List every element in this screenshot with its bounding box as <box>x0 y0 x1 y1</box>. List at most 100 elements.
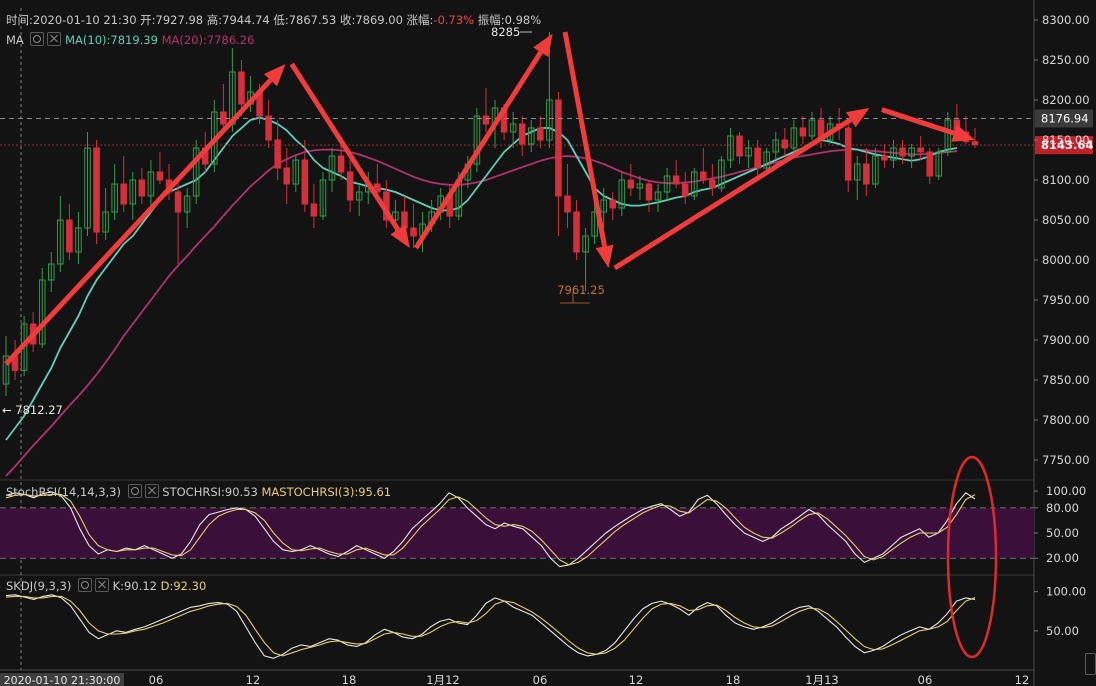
low-value: 7867.53 <box>288 13 337 27</box>
time-tick-label: 12 <box>246 673 261 686</box>
candle-body <box>93 147 100 233</box>
price-tick-label: 8150.00 <box>1042 133 1090 147</box>
candle-body <box>609 199 617 209</box>
candle <box>537 116 544 148</box>
candle-body <box>75 227 82 253</box>
candle <box>736 132 743 164</box>
candle-body <box>346 171 354 201</box>
candle <box>808 112 816 140</box>
candle-body <box>265 115 272 141</box>
skdj-legend: SKDJ(9,3,3) K:90.12 D:92.30 <box>6 578 206 593</box>
trend-arrow-shaft <box>4 78 273 366</box>
axes: 8300.00 8250.00 8200.00 8150.00 8100.00 8050.… <box>0 13 1090 686</box>
candle <box>192 140 200 204</box>
trend-arrow-shaft <box>881 107 955 136</box>
trend-arrow-shaft <box>413 50 543 250</box>
trend-arrow-shaft <box>613 117 853 271</box>
candle <box>283 148 291 204</box>
candle-body <box>681 183 689 197</box>
candle-body <box>292 159 300 185</box>
price-lines: 8176.94 8143.64 <box>0 109 1093 155</box>
candle-body <box>727 135 734 161</box>
candle <box>183 188 191 228</box>
settings-gear-icon[interactable] <box>30 32 45 46</box>
stochrsi-legend: StochRSI(14,14,3,3) STOCHRSI:90.53 MASTO… <box>6 484 391 499</box>
candle <box>763 148 770 172</box>
candle-body <box>319 179 327 217</box>
ohlc-header: 时间:2020-01-10 21:30 开:7927.98 高:7944.74 … <box>6 13 541 27</box>
trend-arrow-shaft <box>289 62 400 231</box>
candle <box>564 164 571 228</box>
price-tick-label: 7900.00 <box>1042 333 1090 347</box>
candle-body <box>935 151 943 177</box>
candle <box>47 252 55 292</box>
candle <box>138 168 146 204</box>
price-tick-label: 8000.00 <box>1042 253 1090 267</box>
candle-body <box>410 227 417 237</box>
trend-arrow-head <box>390 224 410 248</box>
candle <box>799 116 807 144</box>
candle-body <box>636 183 644 189</box>
candle-body <box>337 155 345 173</box>
scroll-handle[interactable] <box>1085 653 1096 675</box>
candle-body <box>926 151 934 177</box>
candle-body <box>709 179 716 189</box>
close-icon[interactable] <box>47 32 62 46</box>
crosshair-price-box <box>1035 109 1093 128</box>
time-value: 2020-01-10 21:30 <box>32 13 137 27</box>
candle <box>337 144 345 180</box>
price-tick-label: 8100.00 <box>1042 173 1090 187</box>
candle <box>582 228 589 292</box>
amplitude-value: 0.98% <box>504 13 542 27</box>
change-label: 涨幅: <box>406 13 434 27</box>
settings-gear-icon[interactable] <box>77 578 92 592</box>
mastochrsi-line <box>5 493 976 566</box>
candle-body <box>527 127 535 145</box>
candle-body <box>147 171 155 197</box>
time-tick-label: 1月13 <box>805 673 838 686</box>
skdj-d-label: D:92.30 <box>160 579 207 593</box>
candle-body <box>482 115 490 125</box>
candle <box>681 172 689 204</box>
mastochrsi-value-label: MASTOCHRSI(3):95.61 <box>261 485 392 499</box>
close-icon[interactable] <box>94 578 109 592</box>
trend-arrow <box>881 107 975 142</box>
candle-body <box>2 355 10 385</box>
candle <box>374 164 381 196</box>
stochrsi-value-label: STOCHRSI:90.53 <box>162 485 258 499</box>
candle-body <box>473 115 481 165</box>
candle-body <box>537 127 544 141</box>
candle <box>881 144 888 168</box>
cursor-time-box <box>0 673 124 686</box>
candle-body <box>872 155 879 185</box>
candle-body <box>672 175 680 185</box>
cursor-time-label: 2020-01-10 21:30:00 <box>4 674 121 686</box>
settings-gear-icon[interactable] <box>127 484 142 498</box>
candle-body <box>102 211 109 233</box>
annotations: 8285 7961.25 ← 7812.27 <box>2 25 605 417</box>
candle <box>265 100 272 148</box>
candle <box>310 184 318 228</box>
change-value: -0.73% <box>433 13 475 27</box>
trend-arrow <box>289 62 410 248</box>
candle <box>292 156 300 192</box>
skdj-tick-label: 50.00 <box>1046 624 1079 638</box>
candle-body <box>772 139 780 153</box>
close-icon[interactable] <box>144 484 159 498</box>
candle <box>518 116 526 156</box>
stochrsi-tick-label: 100.00 <box>1046 484 1086 498</box>
candle <box>844 120 852 192</box>
candle-body <box>84 147 91 229</box>
candle <box>38 268 46 348</box>
candle-body <box>564 195 571 213</box>
candle-body <box>627 179 635 189</box>
candle <box>935 148 943 180</box>
candle <box>609 192 617 220</box>
candle <box>781 128 789 156</box>
candle <box>700 148 707 184</box>
candle <box>636 176 644 200</box>
skdj-d-line <box>5 595 976 657</box>
candle-body <box>38 279 46 345</box>
candle <box>709 164 716 196</box>
